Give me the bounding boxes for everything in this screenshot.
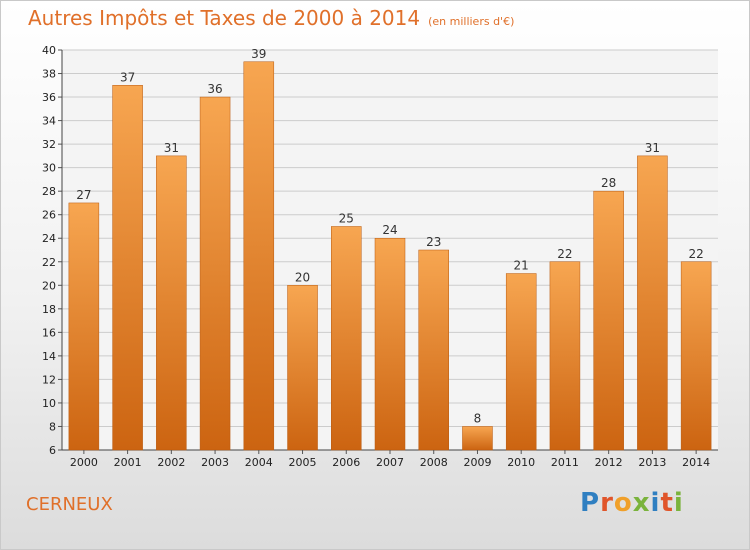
chart-title-text: Autres Impôts et Taxes de 2000 à 2014 (28, 6, 421, 30)
bar (68, 202, 100, 451)
x-tick-label: 2007 (376, 456, 404, 469)
bar-value-label: 22 (688, 247, 703, 261)
bar-value-label: 21 (514, 259, 529, 273)
bar (505, 273, 537, 451)
bar-value-label: 28 (601, 176, 616, 190)
y-tick-label: 10 (42, 397, 56, 410)
bar-value-label: 27 (76, 188, 91, 202)
y-tick-label: 8 (49, 420, 56, 433)
bar (549, 261, 581, 451)
logo-letter: i (673, 488, 684, 518)
bar-value-label: 20 (295, 270, 310, 284)
bar (593, 190, 624, 451)
bar-value-label: 24 (382, 223, 397, 237)
y-tick-label: 14 (42, 350, 56, 363)
x-tick-label: 2006 (332, 456, 360, 469)
bar-value-label: 31 (645, 141, 660, 155)
logo-letter: t (660, 488, 674, 518)
x-tick-label: 2001 (114, 456, 142, 469)
y-tick-label: 40 (42, 44, 56, 57)
y-tick-label: 32 (42, 138, 56, 151)
y-tick-label: 20 (42, 279, 56, 292)
chart-title: Autres Impôts et Taxes de 2000 à 2014 (en… (28, 6, 514, 36)
bar (680, 261, 712, 451)
y-tick-label: 18 (42, 303, 56, 316)
x-tick-label: 2002 (157, 456, 185, 469)
bar-value-label: 36 (207, 82, 222, 96)
bar-value-label: 8 (474, 411, 482, 425)
y-tick-label: 22 (42, 256, 56, 269)
bar (287, 285, 318, 451)
x-tick-label: 2009 (463, 456, 491, 469)
bar (331, 226, 362, 451)
x-tick-label: 2013 (638, 456, 666, 469)
y-tick-label: 6 (49, 444, 56, 457)
x-tick-label: 2011 (551, 456, 579, 469)
logo-letter: i (650, 488, 661, 518)
x-tick-label: 2000 (70, 456, 98, 469)
y-tick-label: 12 (42, 373, 56, 386)
y-tick-label: 34 (42, 115, 56, 128)
y-tick-label: 30 (42, 162, 56, 175)
bar (199, 96, 231, 451)
y-tick-label: 16 (42, 326, 56, 339)
bar (112, 85, 143, 451)
x-tick-label: 2010 (507, 456, 535, 469)
logo-letter: x (632, 488, 651, 518)
proxiti-logo: Proxiti (580, 488, 684, 518)
y-tick-label: 26 (42, 209, 56, 222)
bar (637, 155, 668, 451)
town-name: CERNEUX (26, 494, 113, 515)
logo-letter: o (613, 488, 633, 518)
bar-value-label: 22 (557, 247, 572, 261)
x-tick-label: 2004 (245, 456, 273, 469)
y-tick-label: 24 (42, 232, 56, 245)
bar-value-label: 39 (251, 47, 266, 61)
bar-value-label: 31 (164, 141, 179, 155)
bar-value-label: 25 (339, 211, 354, 225)
y-tick-label: 38 (42, 68, 56, 81)
y-tick-label: 28 (42, 185, 56, 198)
bar (243, 61, 275, 451)
bar (374, 237, 406, 451)
bar (156, 155, 187, 451)
chart-subtitle: (en milliers d'€) (428, 15, 515, 28)
x-tick-label: 2005 (289, 456, 317, 469)
logo-letter: r (600, 488, 614, 518)
x-tick-label: 2014 (682, 456, 710, 469)
x-tick-label: 2003 (201, 456, 229, 469)
logo-letter: P (580, 488, 601, 518)
bar (462, 426, 493, 451)
x-tick-label: 2012 (595, 456, 623, 469)
x-tick-label: 2008 (420, 456, 448, 469)
bar-value-label: 37 (120, 70, 135, 84)
y-tick-label: 36 (42, 91, 56, 104)
bar (418, 249, 449, 451)
bar-value-label: 23 (426, 235, 441, 249)
